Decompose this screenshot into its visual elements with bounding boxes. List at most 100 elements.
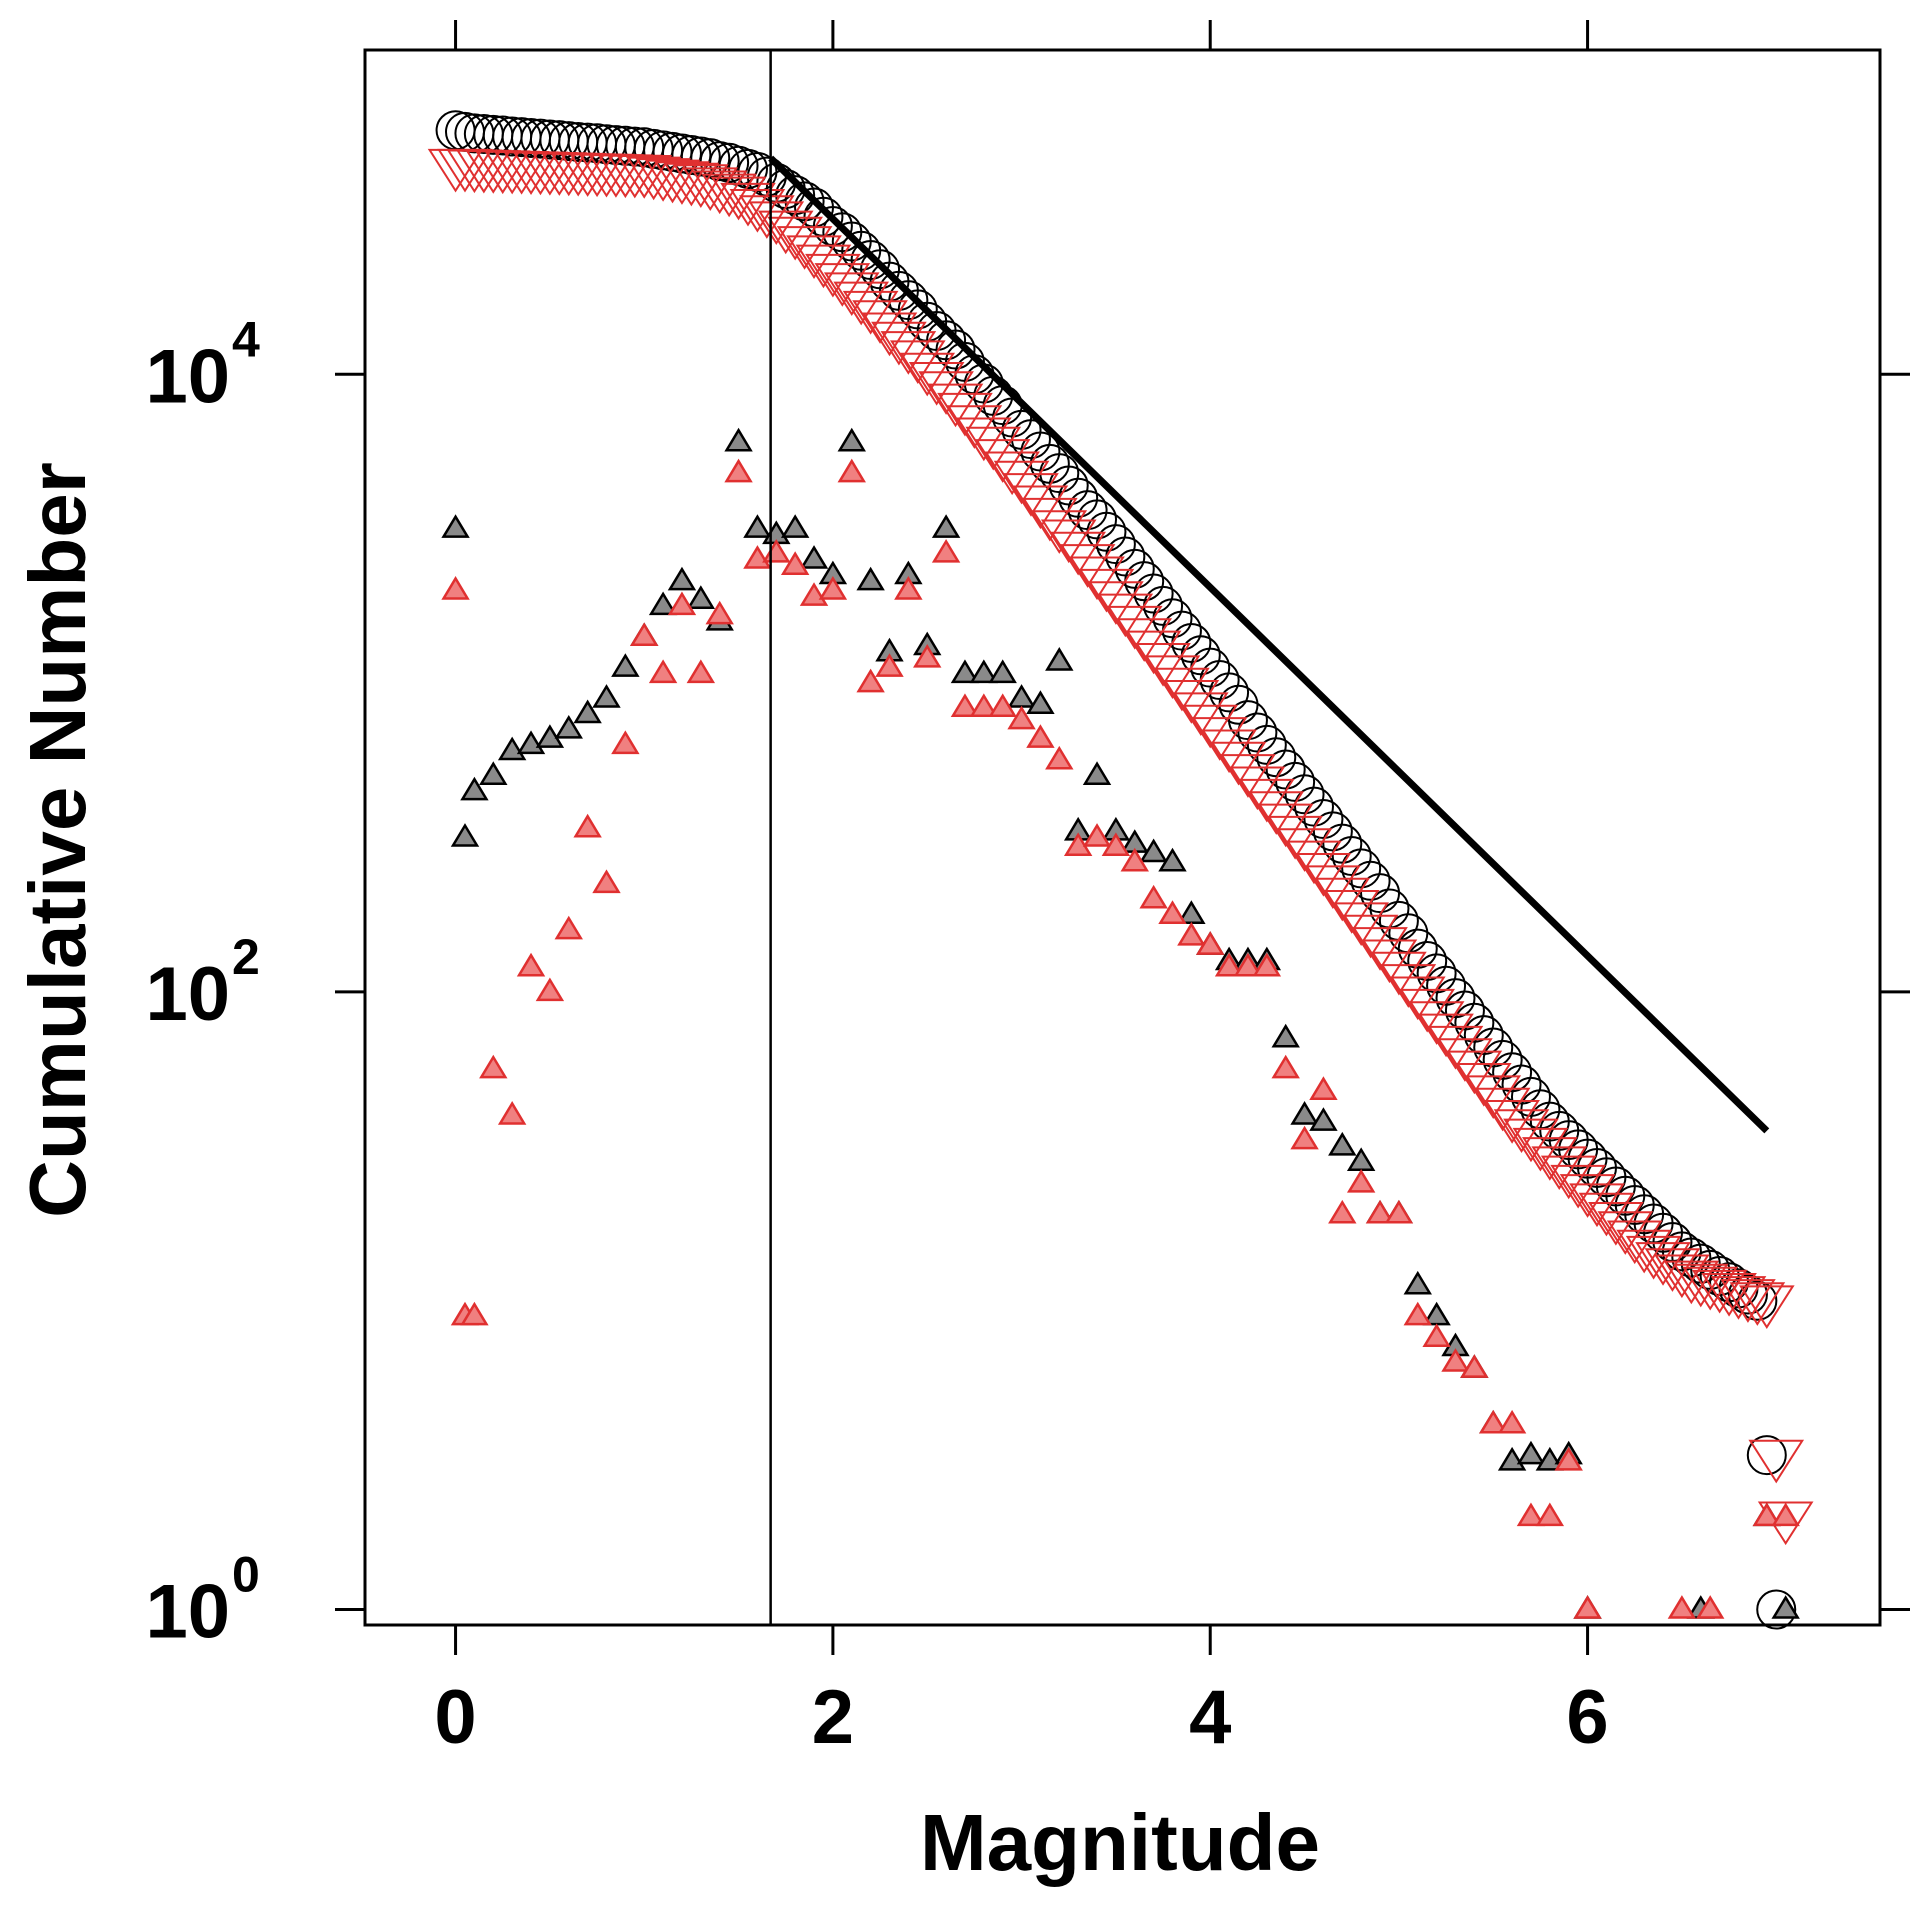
data-point-triangle-down [1720,1279,1776,1323]
x-tick-label: 4 [1189,1675,1231,1760]
data-point-triangle-down [1389,976,1446,1021]
data-point-triangle-down [993,460,1050,505]
data-point-triangle-up [1045,745,1074,770]
data-point-triangle-down [1088,581,1144,625]
data-point-triangle-up [1403,1270,1432,1295]
data-point-triangle-up [592,869,621,894]
data-point-triangle-down [1540,1155,1597,1200]
data-point-triangle-up [913,643,942,668]
data-point-triangle-up [630,622,659,647]
data-point-triangle-up [648,591,678,616]
data-point-triangle-down [1484,1100,1540,1144]
data-point-triangle-down [739,195,795,239]
data-point-triangle-up [743,514,772,538]
data-point-triangle-up [450,823,480,847]
data-point-triangle-up [1214,952,1244,977]
data-point-triangle-down [1106,605,1163,650]
data-point-triangle-up [554,915,583,940]
x-axis-title: Magnitude [920,1798,1320,1887]
data-point-triangle-up [724,458,753,483]
data-point-triangle-up [1101,832,1131,857]
data-point-triangle-down [1380,964,1437,1008]
data-point-triangle-down [1125,630,1182,675]
data-point-triangle-up [1384,1199,1414,1224]
data-point-triangle-down [937,392,993,437]
data-point-triangle-down [720,182,776,227]
data-point-triangle-up [1771,1595,1800,1619]
data-point-triangle-down [1069,556,1125,601]
data-point-triangle-up [856,566,885,591]
data-point-triangle-up [497,1101,527,1125]
data-point-triangle-up [1460,1354,1489,1378]
data-point-triangle-down [1210,741,1267,786]
data-point-triangle-up [667,591,697,616]
data-point-triangle-down [1418,1013,1474,1058]
data-point-triangle-down [1625,1235,1682,1280]
series-layer [427,110,1814,1630]
data-point-triangle-up [1158,900,1187,924]
data-point-triangle-down [710,176,767,221]
data-point-triangle-down [1748,1439,1805,1484]
data-point-triangle-up [1007,705,1036,730]
data-point-triangle-up [441,576,470,600]
data-point-circle [1350,860,1391,901]
data-point-triangle-up [1422,1323,1451,1348]
data-point-triangle-down [1012,485,1069,530]
data-point-triangle-up [1271,1054,1300,1079]
data-point-triangle-up [1026,690,1055,714]
data-point-triangle-up [1309,1107,1338,1131]
data-point-circle [1690,1249,1731,1290]
data-point-triangle-down [1465,1075,1522,1119]
data-point-triangle-up [1403,1301,1432,1326]
data-point-triangle-down [1437,1038,1493,1082]
data-point-triangle-down [1738,1285,1795,1329]
data-point-triangle-down [673,164,729,208]
data-point-triangle-up [969,693,999,718]
data-point-triangle-up [875,653,904,677]
data-point-triangle-up [837,458,866,483]
data-point-circle [1756,1589,1797,1630]
data-point-triangle-up [1026,724,1055,748]
data-point-triangle-up [1120,847,1149,872]
y-tick-exponent: 4 [232,311,260,367]
data-point-triangle-up [856,668,885,693]
data-point-triangle-down [795,244,852,289]
data-point-triangle-down [1191,717,1248,761]
data-point-triangle-down [852,300,908,344]
data-point-triangle-up [1516,1502,1546,1527]
data-point-triangle-up [1045,647,1074,671]
data-point-triangle-down [1729,1282,1786,1326]
data-point-triangle-down [1512,1127,1569,1172]
data-point-circle [1709,1262,1750,1303]
data-point-triangle-up [1497,1409,1527,1434]
data-point-triangle-down [889,340,946,384]
data-point-triangle-down [984,451,1040,496]
data-point-triangle-up [1771,1502,1800,1527]
data-point-triangle-down [1050,531,1106,576]
data-point-triangle-down [1606,1220,1663,1265]
data-point-triangle-up [1441,1348,1470,1372]
data-point-triangle-down [974,439,1031,483]
data-point-triangle-down [1682,1266,1739,1311]
data-point-triangle-up [1196,931,1225,955]
data-point-triangle-up [516,952,546,977]
data-point-triangle-down [1569,1183,1625,1228]
series-0 [435,110,1797,1630]
data-point-triangle-down [1305,865,1361,909]
data-point-triangle-down [908,361,965,406]
data-point-triangle-up [1516,1440,1546,1465]
data-point-triangle-up [1082,823,1112,847]
x-tick-label: 2 [812,1675,854,1760]
series-1 [427,148,1814,1546]
data-point-triangle-up [479,1054,508,1079]
data-point-triangle-down [1295,852,1352,897]
y-tick-label: 10 [145,1570,230,1655]
data-point-triangle-down [682,167,739,212]
data-point-triangle-up [988,693,1017,718]
data-point-triangle-down [1286,840,1342,885]
data-point-triangle-up [1752,1502,1782,1527]
data-point-triangle-up [686,659,716,684]
data-point-triangle-up [780,514,810,538]
data-point-triangle-up [818,576,848,600]
